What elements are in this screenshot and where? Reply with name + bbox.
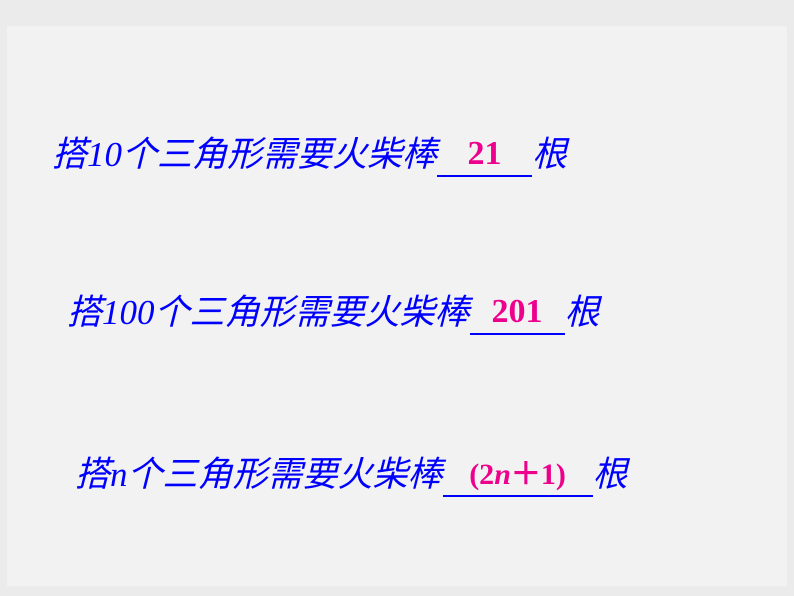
- line2-blank: 201: [470, 295, 565, 335]
- slide-container: 搭10个三角形需要火柴棒21根 搭100个三角形需要火柴棒201根 搭n个三角形…: [7, 26, 787, 586]
- line2-answer: 201: [492, 293, 543, 330]
- line1-suffix: 根: [532, 135, 567, 174]
- line3-answer-plus: ＋: [511, 458, 541, 491]
- line1-answer: 21: [468, 135, 502, 172]
- line3-var-n: n: [110, 455, 128, 494]
- line3-prefix-b: 个三角形需要火柴棒: [128, 455, 443, 494]
- line3-answer: (2n＋1): [469, 458, 566, 491]
- line3-prefix-a: 搭: [75, 455, 110, 494]
- line3-suffix: 根: [593, 455, 628, 494]
- statement-line-2: 搭100个三角形需要火柴棒 201 根: [67, 284, 600, 335]
- line1-blank: 21: [437, 137, 532, 177]
- line3-answer-close: 1): [541, 458, 566, 491]
- line3-answer-open: (2: [469, 458, 494, 491]
- line1-prefix: 搭10个三角形需要火柴棒: [52, 135, 437, 174]
- line2-prefix: 搭100个三角形需要火柴棒: [67, 293, 470, 332]
- line3-answer-var: n: [494, 458, 511, 491]
- line3-blank: (2n＋1): [443, 451, 593, 497]
- statement-line-3: 搭n个三角形需要火柴棒(2n＋1)根: [75, 446, 628, 497]
- line2-suffix: 根: [565, 293, 600, 332]
- statement-line-1: 搭10个三角形需要火柴棒 21 根: [52, 126, 567, 177]
